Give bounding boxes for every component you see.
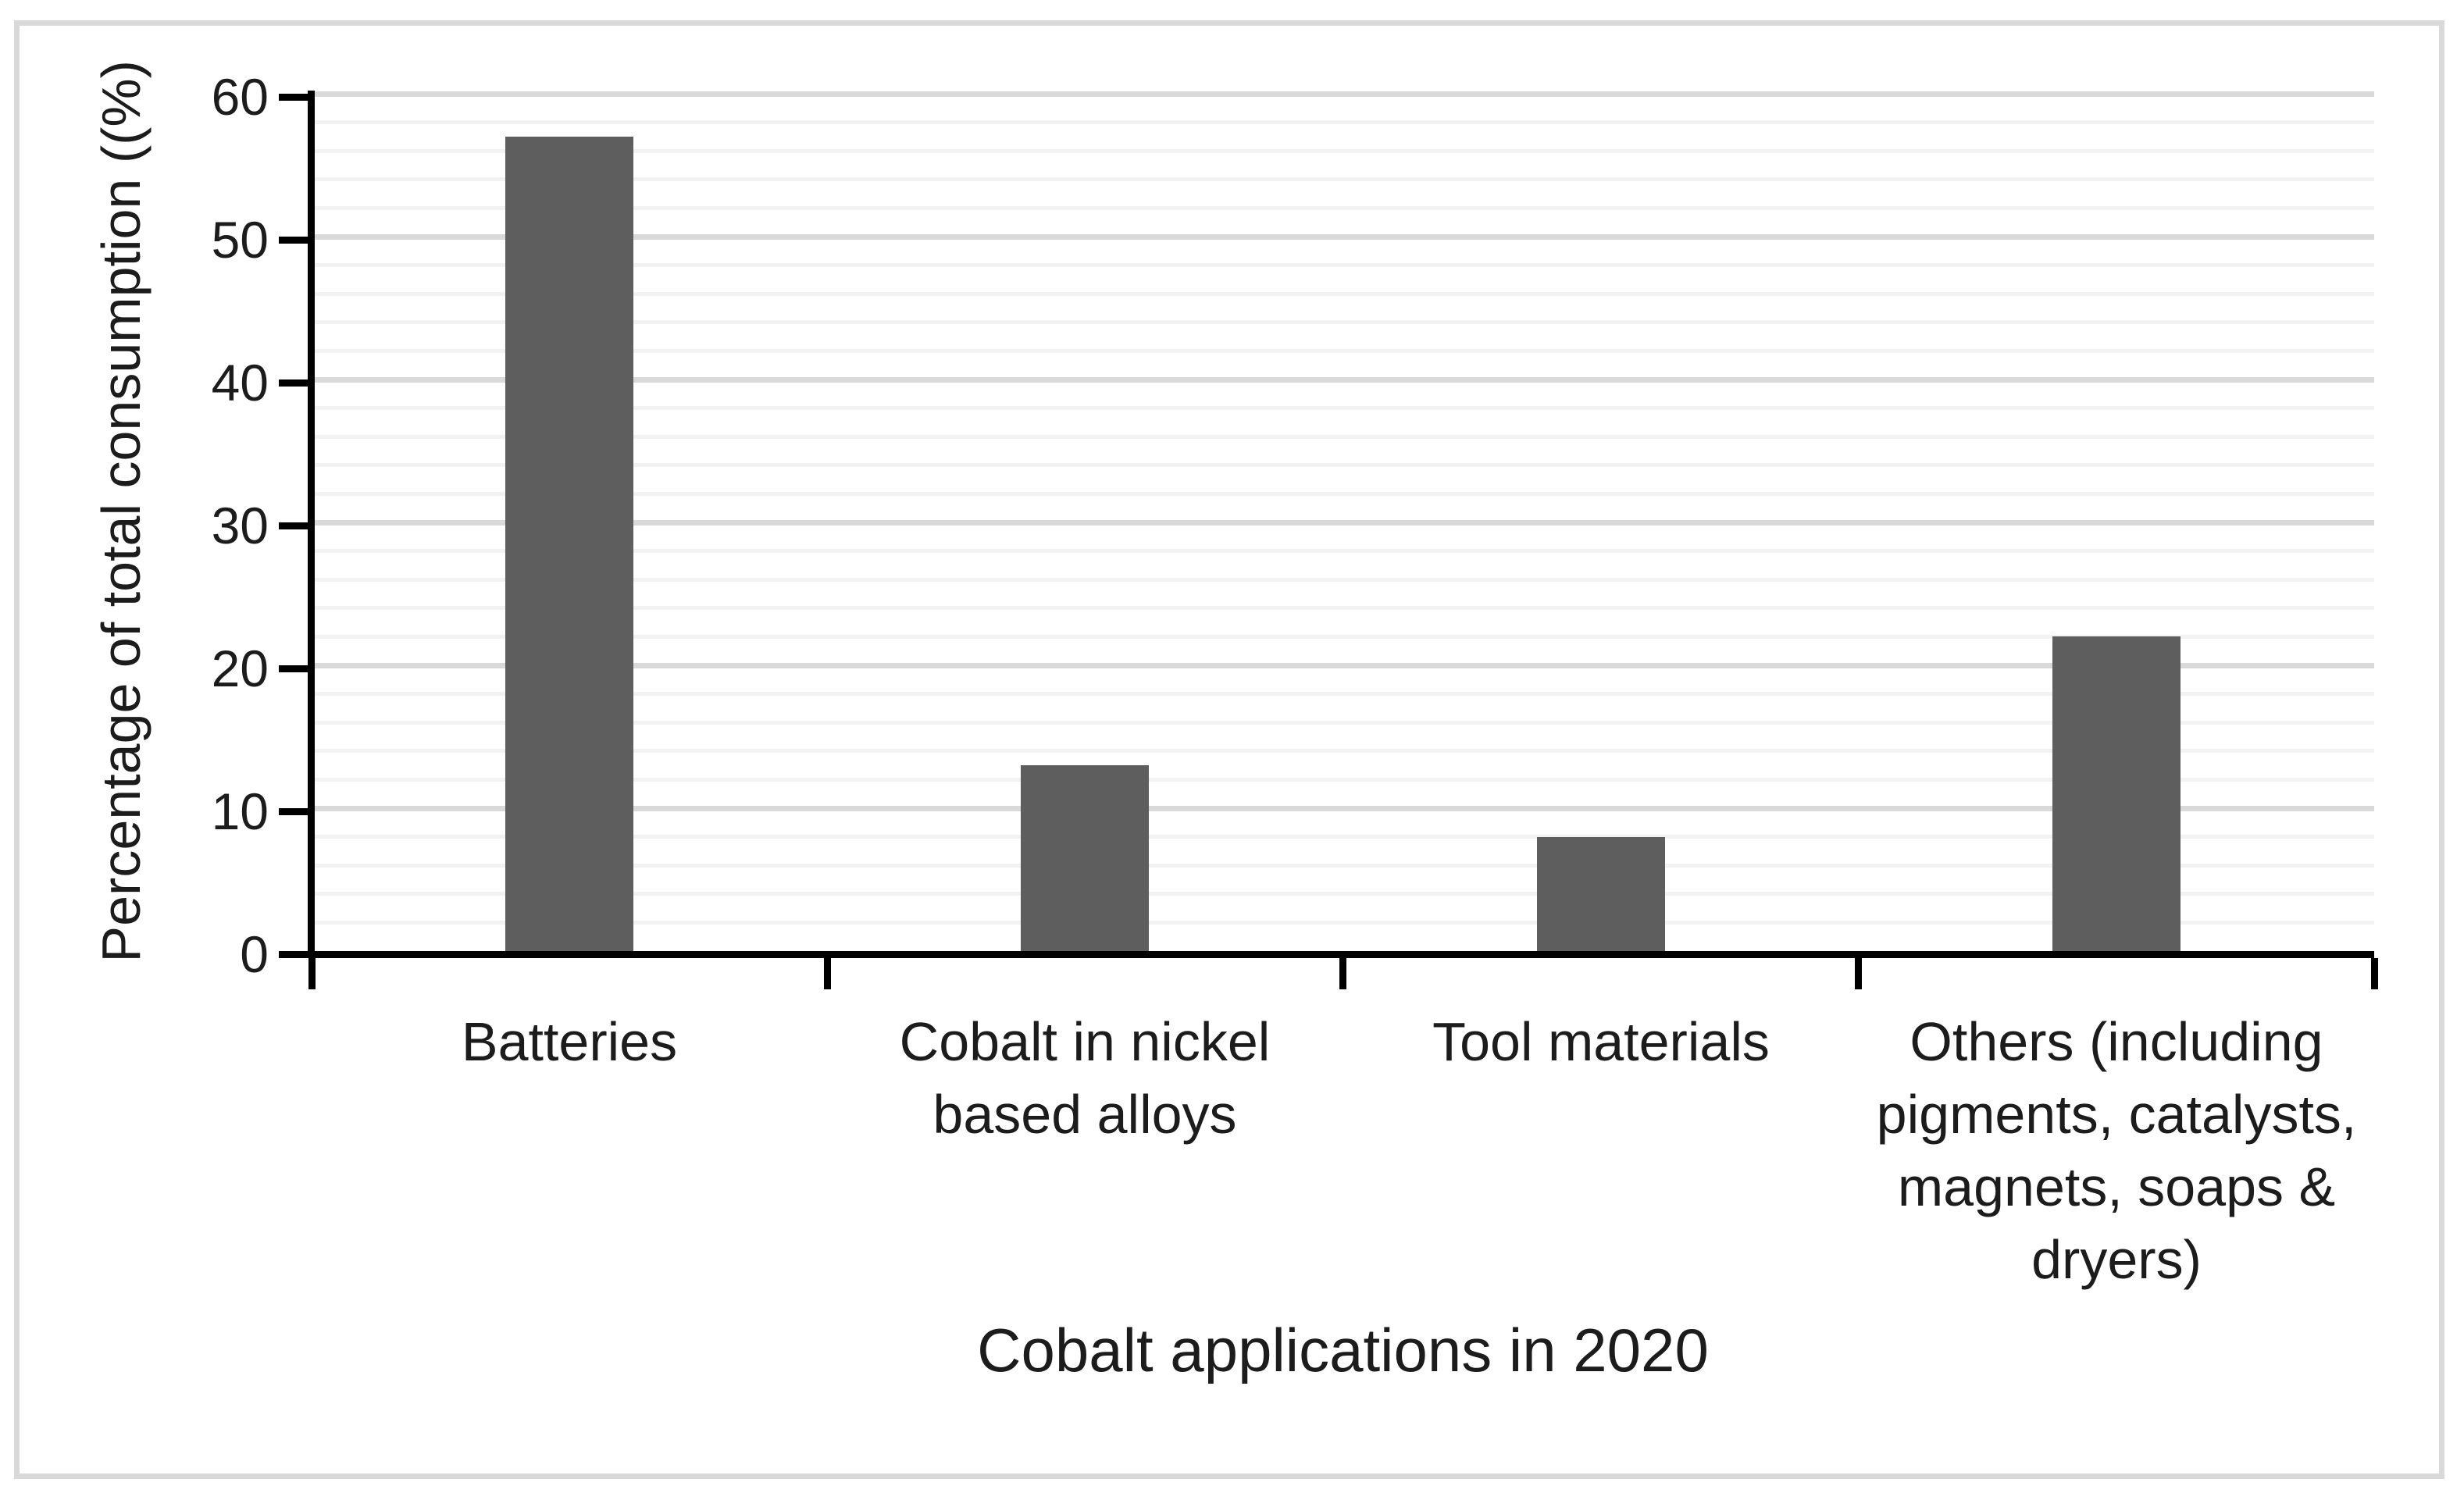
chart-title: Cobalt applications in 2020 xyxy=(977,1316,1709,1384)
minor-gridline xyxy=(315,320,2374,324)
y-tick-label: 50 xyxy=(211,211,269,269)
y-tick-label: 0 xyxy=(240,925,269,983)
minor-gridline xyxy=(315,692,2374,696)
major-gridline xyxy=(315,520,2374,526)
category-label-line: dryers) xyxy=(2031,1229,2202,1290)
minor-gridline xyxy=(315,606,2374,610)
x-tick-mark xyxy=(308,958,316,989)
minor-gridline xyxy=(315,149,2374,153)
minor-gridline xyxy=(315,549,2374,553)
bar-2 xyxy=(1021,765,1149,951)
y-tick-mark xyxy=(279,379,308,387)
category-label-line: Cobalt in nickel xyxy=(899,1011,1271,1072)
category-label-line: Tool materials xyxy=(1432,1011,1770,1072)
minor-gridline xyxy=(315,578,2374,582)
y-axis-line xyxy=(308,91,315,958)
major-gridline xyxy=(315,663,2374,668)
minor-gridline xyxy=(315,292,2374,296)
y-tick-mark xyxy=(279,522,308,529)
y-tick-mark xyxy=(279,951,308,958)
y-tick-mark xyxy=(279,237,308,244)
y-axis-title-box: Percentage of total consumption ((%) xyxy=(69,16,173,1007)
category-label-line: based alloys xyxy=(932,1084,1237,1145)
minor-gridline xyxy=(315,921,2374,925)
major-gridline xyxy=(315,91,2374,97)
bar-4 xyxy=(2052,636,2181,951)
y-tick-mark xyxy=(279,665,308,672)
x-tick-mark xyxy=(824,958,831,989)
category-label-2: Cobalt in nickel based alloys xyxy=(835,1006,1335,1151)
y-tick-label: 60 xyxy=(211,68,269,126)
major-gridline xyxy=(315,377,2374,383)
x-axis-line xyxy=(308,951,2374,958)
major-gridline xyxy=(315,234,2374,240)
category-label-line: magnets, soaps & xyxy=(1897,1156,2336,1217)
minor-gridline xyxy=(315,864,2374,868)
x-tick-mark xyxy=(1855,958,1862,989)
minor-gridline xyxy=(315,349,2374,353)
minor-gridline xyxy=(315,749,2374,753)
y-tick-mark xyxy=(279,94,308,101)
minor-gridline xyxy=(315,435,2374,439)
minor-gridline xyxy=(315,463,2374,467)
category-label-line: pigments, catalysts, xyxy=(1876,1084,2357,1145)
bar-1 xyxy=(505,137,633,951)
y-tick-mark xyxy=(279,808,308,815)
category-label-4: Others (including pigments, catalysts, mag… xyxy=(1867,1006,2366,1296)
minor-gridline xyxy=(315,206,2374,210)
minor-gridline xyxy=(315,892,2374,896)
x-tick-mark xyxy=(1339,958,1346,989)
minor-gridline xyxy=(315,778,2374,782)
category-label-1: Batteries xyxy=(319,1006,819,1078)
minor-gridline xyxy=(315,835,2374,839)
category-label-3: Tool materials xyxy=(1351,1006,1851,1078)
bar-3 xyxy=(1537,837,1665,951)
minor-gridline xyxy=(315,635,2374,639)
y-axis-title: Percentage of total consumption ((%) xyxy=(91,60,152,963)
minor-gridline xyxy=(315,177,2374,181)
minor-gridline xyxy=(315,120,2374,124)
category-label-line: Others (including xyxy=(1910,1011,2323,1072)
y-tick-label: 20 xyxy=(211,640,269,697)
x-tick-mark xyxy=(2371,958,2378,989)
minor-gridline xyxy=(315,492,2374,496)
y-tick-label: 10 xyxy=(211,782,269,840)
y-tick-label: 30 xyxy=(211,497,269,554)
minor-gridline xyxy=(315,721,2374,725)
category-label-line: Batteries xyxy=(461,1011,678,1072)
y-tick-label: 40 xyxy=(211,354,269,412)
major-gridline xyxy=(315,806,2374,811)
minor-gridline xyxy=(315,406,2374,410)
minor-gridline xyxy=(315,263,2374,267)
